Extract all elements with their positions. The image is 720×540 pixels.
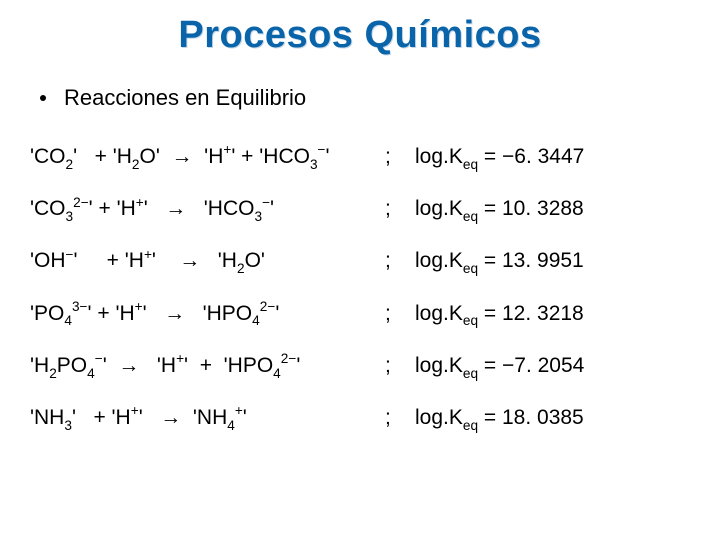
reaction-rhs: log.Keq = −6. 3447: [415, 145, 584, 171]
page-title: Procesos Químicos: [0, 0, 720, 57]
reaction-lhs: 'CO2' + 'H2O' → 'H+' + 'HCO3−': [30, 143, 385, 171]
reaction-lhs: 'CO32−' + 'H+' → 'HCO3−': [30, 195, 385, 223]
reaction-row: 'NH3' + 'H+' → 'NH4+' ; log.Keq = 18. 03…: [30, 404, 690, 432]
reaction-row: 'H2PO4−' → 'H+' + 'HPO42−' ; log.Keq = −…: [30, 352, 690, 380]
reaction-row: 'CO2' + 'H2O' → 'H+' + 'HCO3−' ; log.Keq…: [30, 143, 690, 171]
bullet-label: Reacciones en Equilibrio: [64, 85, 306, 111]
reaction-rhs: log.Keq = 10. 3288: [415, 197, 584, 223]
reaction-row: 'PO43−' + 'H+' → 'HPO42−' ; log.Keq = 12…: [30, 300, 690, 328]
bullet-dot-icon: [40, 95, 46, 101]
reaction-rhs: log.Keq = −7. 2054: [415, 354, 584, 380]
reaction-sep: ;: [385, 197, 415, 221]
reaction-lhs: 'PO43−' + 'H+' → 'HPO42−': [30, 300, 385, 328]
reaction-sep: ;: [385, 406, 415, 430]
reaction-lhs: 'OH−' + 'H+' → 'H2O': [30, 247, 385, 275]
reaction-sep: ;: [385, 249, 415, 273]
reaction-rhs: log.Keq = 12. 3218: [415, 302, 584, 328]
reaction-lhs: 'NH3' + 'H+' → 'NH4+': [30, 404, 385, 432]
reaction-row: 'OH−' + 'H+' → 'H2O' ; log.Keq = 13. 995…: [30, 247, 690, 275]
bullet-row: Reacciones en Equilibrio: [40, 85, 720, 111]
reactions-list: 'CO2' + 'H2O' → 'H+' + 'HCO3−' ; log.Keq…: [30, 143, 690, 432]
reaction-rhs: log.Keq = 18. 0385: [415, 406, 584, 432]
reaction-lhs: 'H2PO4−' → 'H+' + 'HPO42−': [30, 352, 385, 380]
reaction-sep: ;: [385, 145, 415, 169]
reaction-row: 'CO32−' + 'H+' → 'HCO3−' ; log.Keq = 10.…: [30, 195, 690, 223]
reaction-sep: ;: [385, 354, 415, 378]
reaction-rhs: log.Keq = 13. 9951: [415, 249, 584, 275]
reaction-sep: ;: [385, 302, 415, 326]
